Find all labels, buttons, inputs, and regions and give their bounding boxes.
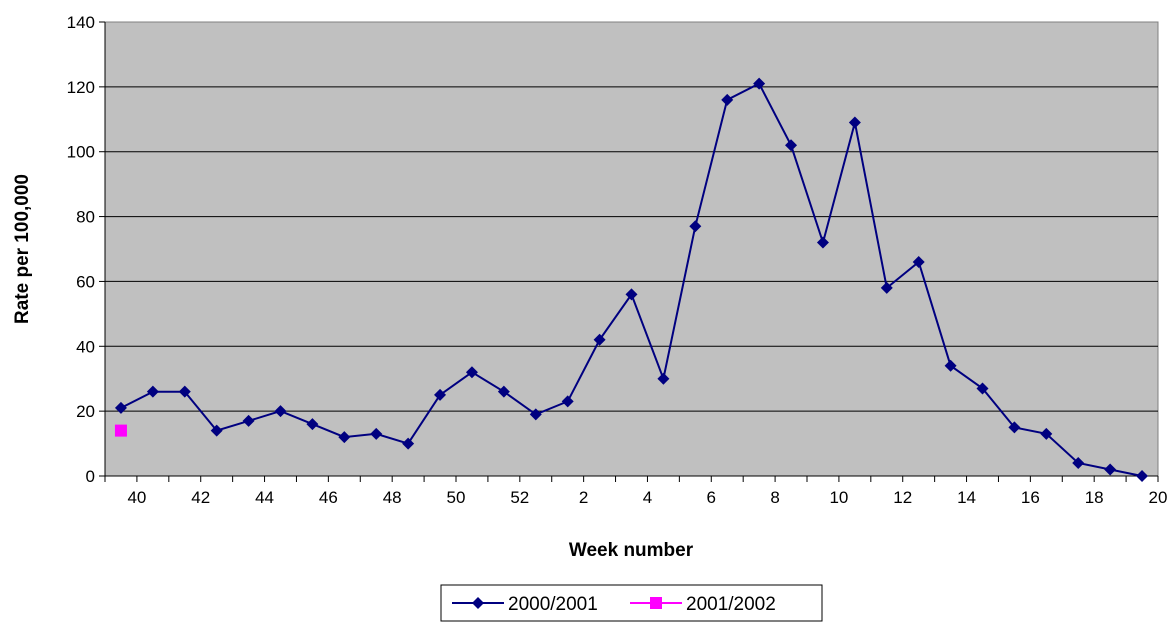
- data-point: [306, 418, 319, 431]
- legend-label-2001-2002: 2001/2002: [686, 594, 776, 615]
- data-point: [657, 372, 670, 385]
- data-point: [912, 255, 925, 268]
- data-point: [1136, 470, 1149, 482]
- x-tick-label: 44: [255, 488, 274, 507]
- data-point: [785, 139, 798, 152]
- gridlines: [105, 86, 1158, 412]
- data-point: [753, 77, 766, 90]
- x-tick-label: 16: [1021, 488, 1040, 507]
- x-axis-title: Week number: [569, 540, 694, 561]
- data-point: [593, 333, 606, 346]
- data-point: [880, 281, 893, 294]
- data-point: [529, 408, 542, 421]
- data-point: [370, 427, 383, 440]
- data-point: [1040, 427, 1053, 440]
- data-point: [689, 220, 702, 233]
- y-axis-ticks: 0 20 40 60 80 100 120 140: [67, 13, 105, 486]
- data-point: [976, 382, 989, 395]
- x-tick-label: 14: [957, 488, 976, 507]
- y-tick-label: 140: [67, 13, 95, 32]
- data-point: [402, 437, 415, 450]
- data-point: [114, 424, 127, 437]
- data-point: [465, 366, 478, 379]
- data-point: [1104, 463, 1117, 476]
- plot-area: [104, 21, 1159, 477]
- x-tick-label: 52: [510, 488, 529, 507]
- legend-marker-2000-2001: [472, 597, 484, 609]
- data-point: [944, 359, 957, 372]
- x-tick-label: 46: [319, 488, 338, 507]
- data-point: [210, 424, 223, 437]
- legend: 2000/2001 2001/2002: [440, 584, 823, 622]
- x-tick-label: 40: [127, 488, 146, 507]
- data-point: [1072, 457, 1085, 470]
- series-layer: [114, 77, 1149, 482]
- x-tick-label: 10: [829, 488, 848, 507]
- x-tick-label: 18: [1085, 488, 1104, 507]
- x-tick-label: 20: [1149, 488, 1168, 507]
- x-tick-label: 42: [191, 488, 210, 507]
- y-axis-title: Rate per 100,000: [12, 174, 33, 324]
- y-tick-label: 0: [86, 467, 95, 486]
- x-tick-label: 8: [770, 488, 779, 507]
- y-tick-label: 20: [76, 402, 95, 421]
- legend-label-2000-2001: 2000/2001: [508, 594, 598, 615]
- legend-marker-2001-2002: [650, 597, 662, 609]
- data-point: [434, 388, 447, 401]
- data-point: [625, 288, 638, 301]
- data-point: [274, 405, 287, 418]
- data-point: [721, 93, 734, 106]
- x-tick-label: 50: [447, 488, 466, 507]
- x-tick-label: 48: [383, 488, 402, 507]
- data-point: [1008, 421, 1021, 434]
- data-point: [114, 401, 127, 414]
- data-point: [497, 385, 510, 398]
- y-tick-label: 80: [76, 208, 95, 227]
- y-tick-label: 40: [76, 337, 95, 356]
- data-point: [338, 431, 351, 444]
- x-tick-label: 6: [707, 488, 716, 507]
- x-axis-ticks: 40 42 44 46 48 50 52 2 4 6 8 10 12 14 16 18 20: [104, 476, 1168, 507]
- y-tick-label: 60: [76, 272, 95, 291]
- x-tick-label: 4: [643, 488, 652, 507]
- data-point: [146, 385, 159, 398]
- y-tick-label: 100: [67, 143, 95, 162]
- axes: [104, 22, 1158, 477]
- data-point: [816, 236, 829, 249]
- data-point: [242, 414, 255, 427]
- data-point: [178, 385, 191, 398]
- data-point: [848, 116, 861, 129]
- x-tick-label: 12: [893, 488, 912, 507]
- y-tick-label: 120: [67, 78, 95, 97]
- x-tick-label: 2: [579, 488, 588, 507]
- data-point: [561, 395, 574, 408]
